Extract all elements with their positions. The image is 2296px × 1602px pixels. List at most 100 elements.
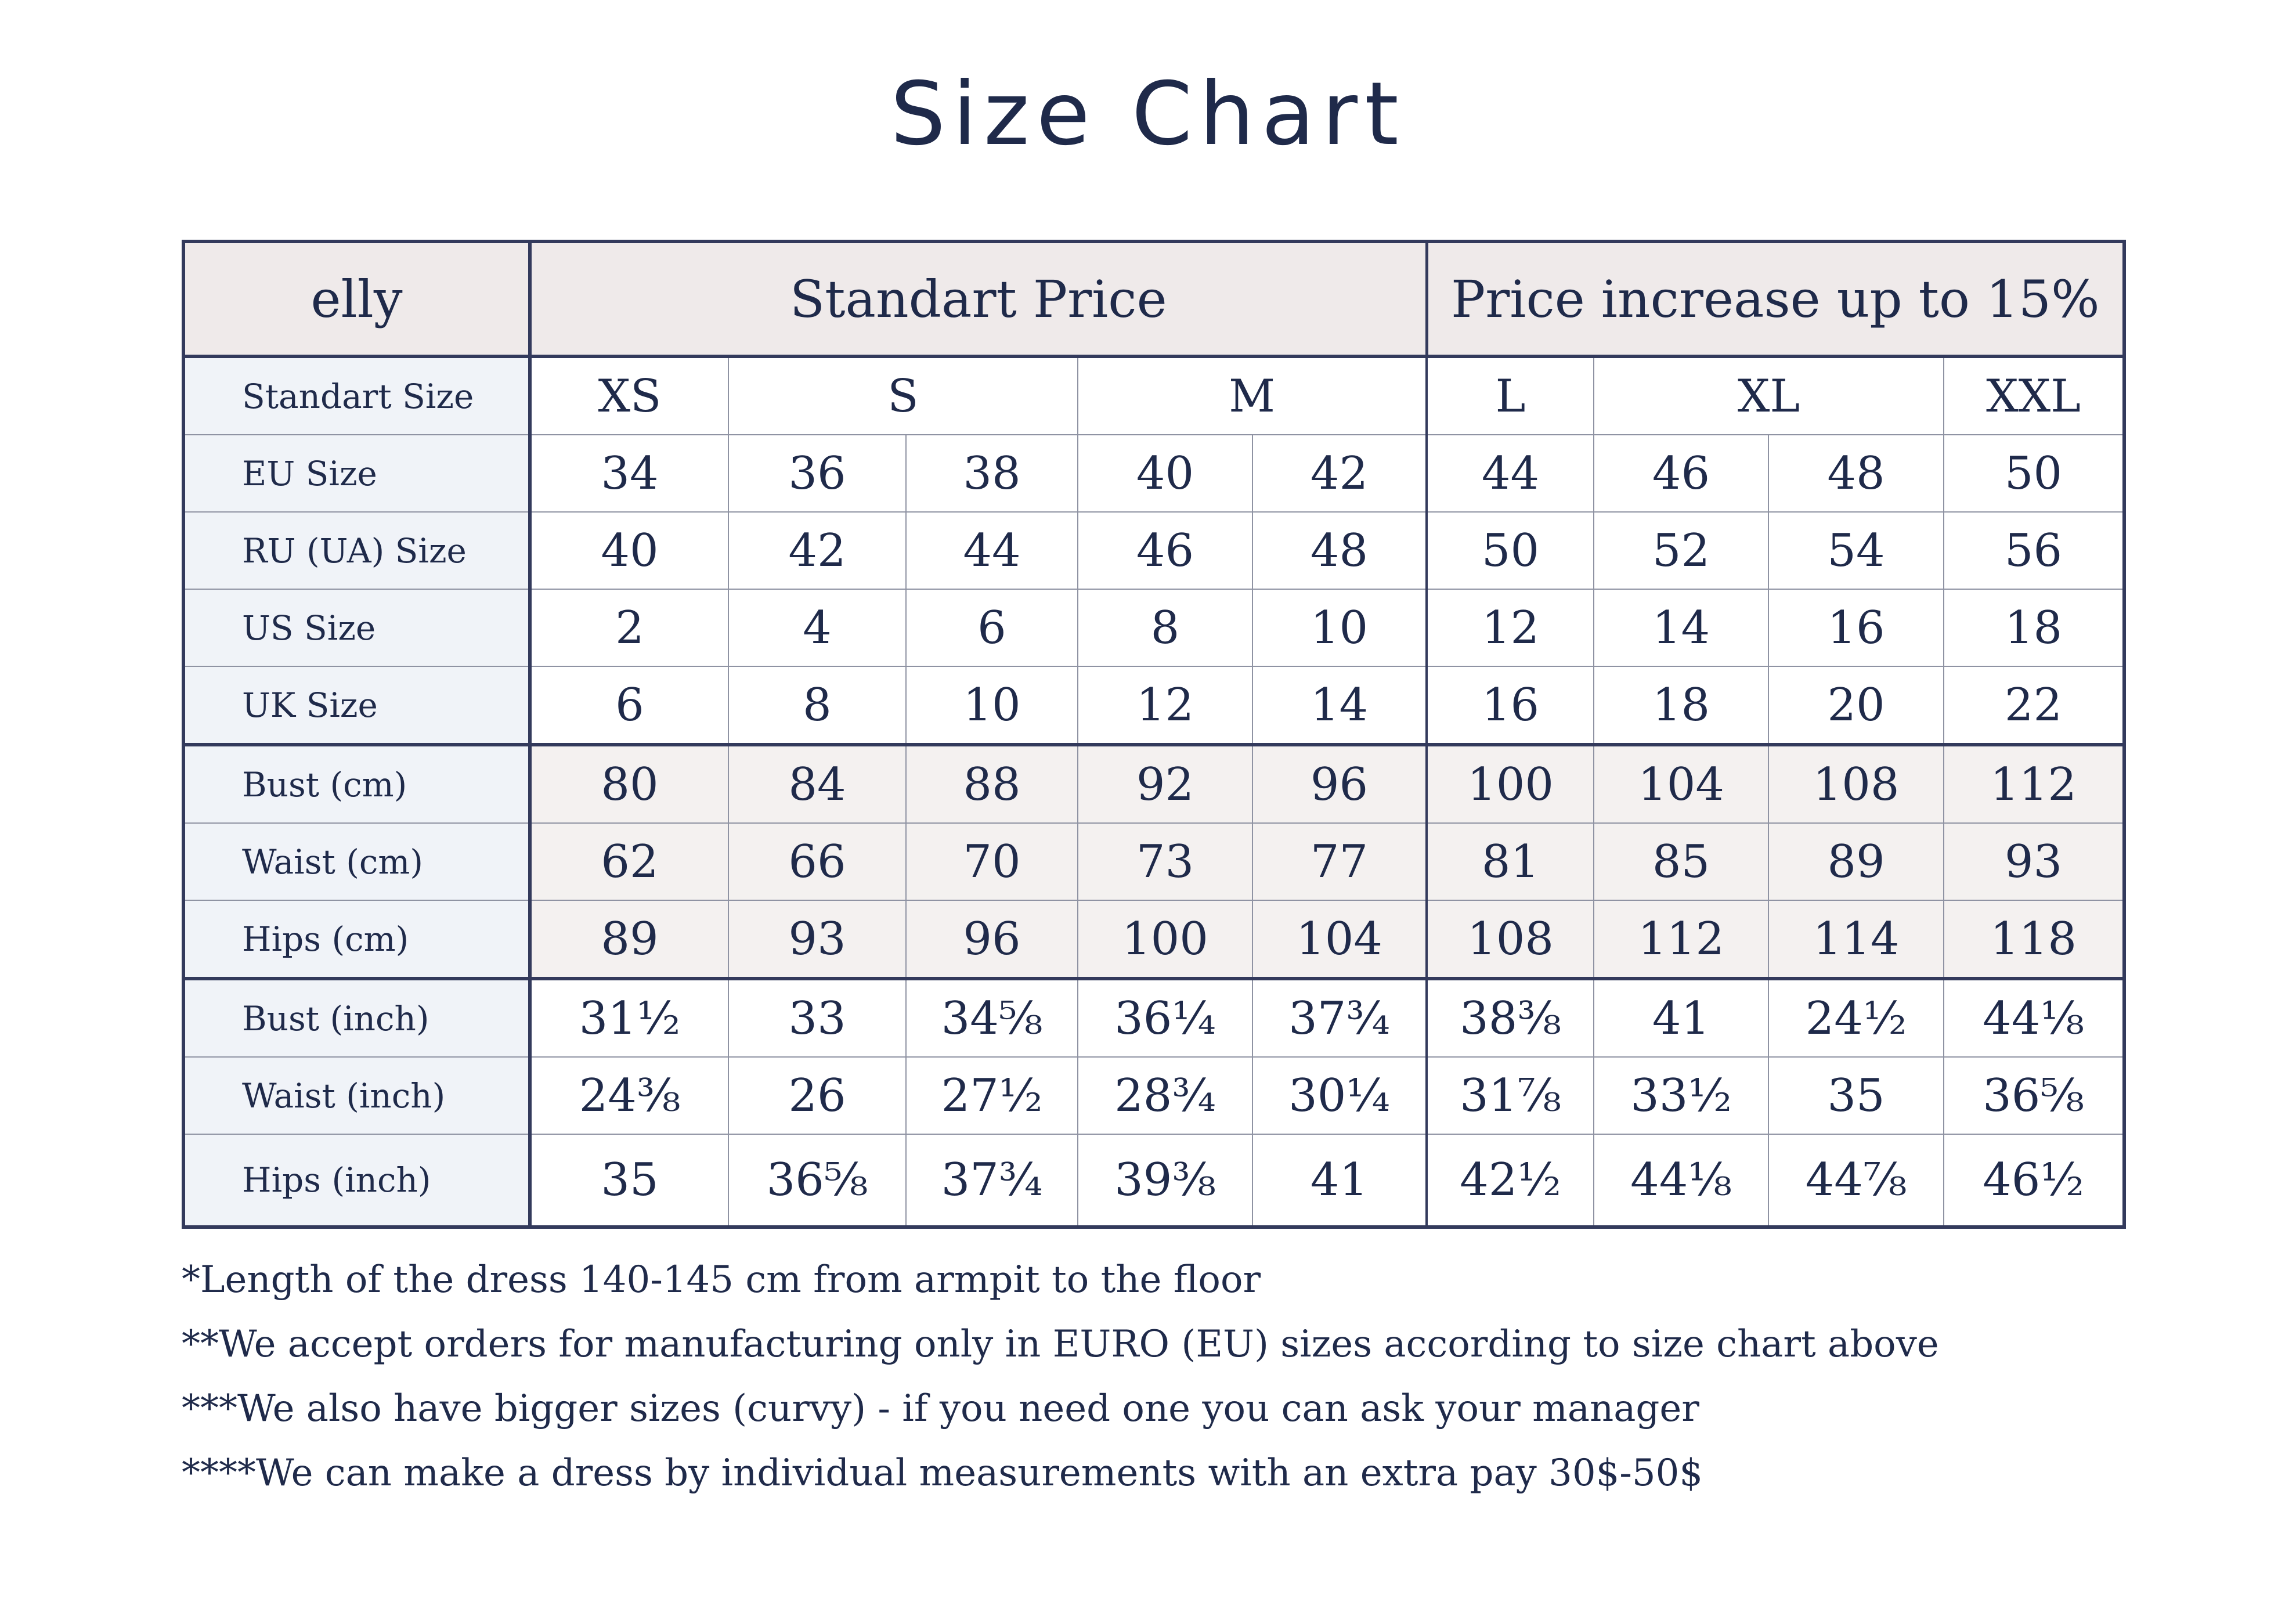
table-cell: 44⅛ <box>1943 977 2125 1058</box>
table-cell: 48 <box>1768 434 1945 513</box>
table-cell: 28¾ <box>1077 1056 1253 1135</box>
size-xxl: XXL <box>1943 356 2125 435</box>
table-cell: 10 <box>1251 589 1428 667</box>
brand-name: elly <box>183 241 532 358</box>
table-cell: 33½ <box>1593 1056 1770 1135</box>
table-cell: 50 <box>1943 434 2125 513</box>
table-cell: 84 <box>728 743 907 824</box>
table-cell: 8 <box>728 666 907 745</box>
table-cell: 42 <box>728 511 907 590</box>
table-cell: 54 <box>1768 511 1945 590</box>
table-cell: 46 <box>1593 434 1770 513</box>
table-cell: 62 <box>529 822 729 901</box>
table-cell: 16 <box>1426 666 1595 745</box>
table-cell: 108 <box>1768 743 1945 824</box>
table-cell: 34 <box>529 434 729 513</box>
row-label: Hips (inch) <box>183 1134 532 1228</box>
table-row: Waist (inch) 24⅜ 26 27½ 28¾ 30¼ 31⅞ 33½ 35 36⅝ <box>183 1056 2125 1135</box>
row-label: Hips (cm) <box>183 900 532 979</box>
table-row: Bust (cm) 80 84 88 92 96 100 104 108 112 <box>183 743 2125 824</box>
table-cell: 18 <box>1593 666 1770 745</box>
table-cell: 100 <box>1077 900 1253 979</box>
page-title: Size Chart <box>890 64 1406 165</box>
row-label: EU Size <box>183 434 532 513</box>
table-cell: 48 <box>1251 511 1428 590</box>
table-cell: 93 <box>728 900 907 979</box>
table-cell: 39⅜ <box>1077 1134 1253 1228</box>
table-cell: 112 <box>1593 900 1770 979</box>
table-cell: 89 <box>1768 822 1945 901</box>
row-label: Bust (inch) <box>183 977 532 1058</box>
table-cell: 33 <box>728 977 907 1058</box>
table-cell: 40 <box>1077 434 1253 513</box>
table-cell: 44⅛ <box>1593 1134 1770 1228</box>
table-cell: 70 <box>905 822 1078 901</box>
table-cell: 77 <box>1251 822 1428 901</box>
table-cell: 52 <box>1593 511 1770 590</box>
table-cell: 44⅞ <box>1768 1134 1945 1228</box>
row-label: Waist (cm) <box>183 822 532 901</box>
group-price-increase: Price increase up to 15% <box>1426 241 2125 358</box>
table-cell: 38 <box>905 434 1078 513</box>
table-cell: 89 <box>529 900 729 979</box>
table-cell: 42½ <box>1426 1134 1595 1228</box>
table-cell: 80 <box>529 743 729 824</box>
table-cell: 66 <box>728 822 907 901</box>
table-cell: 27½ <box>905 1056 1078 1135</box>
size-xl: XL <box>1593 356 1945 435</box>
row-label: UK Size <box>183 666 532 745</box>
table-cell: 35 <box>529 1134 729 1228</box>
table-cell: 10 <box>905 666 1078 745</box>
table-cell: 36⅝ <box>728 1134 907 1228</box>
table-cell: 104 <box>1251 900 1428 979</box>
notes: *Length of the dress 140-145 cm from arm… <box>182 1248 1939 1506</box>
note: ***We also have bigger sizes (curvy) - i… <box>182 1387 1699 1430</box>
table-row: US Size 2 4 6 8 10 12 14 16 18 <box>183 589 2125 667</box>
table-cell: 26 <box>728 1056 907 1135</box>
row-label: Waist (inch) <box>183 1056 532 1135</box>
table-cell: 92 <box>1077 743 1253 824</box>
table-cell: 36 <box>728 434 907 513</box>
table-row: Waist (cm) 62 66 70 73 77 81 85 89 93 <box>183 822 2125 901</box>
row-label: US Size <box>183 589 532 667</box>
table-cell: 37¾ <box>905 1134 1078 1228</box>
table-cell: 34⅝ <box>905 977 1078 1058</box>
row-label: Standart Size <box>183 356 532 435</box>
table-cell: 2 <box>529 589 729 667</box>
table-cell: 22 <box>1943 666 2125 745</box>
table-row: RU (UA) Size 40 42 44 46 48 50 52 54 56 <box>183 511 2125 590</box>
note: **We accept orders for manufacturing onl… <box>182 1323 1939 1366</box>
table-cell: 85 <box>1593 822 1770 901</box>
table-cell: 16 <box>1768 589 1945 667</box>
table-cell: 24⅜ <box>529 1056 729 1135</box>
table-cell: 14 <box>1593 589 1770 667</box>
note: *Length of the dress 140-145 cm from arm… <box>182 1258 1261 1301</box>
standard-size-row: Standart Size XS S M L XL XXL <box>183 356 2125 435</box>
table-cell: 41 <box>1251 1134 1428 1228</box>
table-cell: 104 <box>1593 743 1770 824</box>
table-cell: 24½ <box>1768 977 1945 1058</box>
table-cell: 41 <box>1593 977 1770 1058</box>
table-row: Bust (inch) 31½ 33 34⅝ 36¼ 37¾ 38⅜ 41 24½ 44⅛ <box>183 977 2125 1058</box>
table-row: Hips (inch) 35 36⅝ 37¾ 39⅜ 41 42½ 44⅛ 44⅞ 46½ <box>183 1134 2125 1228</box>
size-l: L <box>1426 356 1595 435</box>
table-cell: 36¼ <box>1077 977 1253 1058</box>
table-cell: 42 <box>1251 434 1428 513</box>
table-row: EU Size 34 36 38 40 42 44 46 48 50 <box>183 434 2125 513</box>
table-cell: 18 <box>1943 589 2125 667</box>
table-cell: 36⅝ <box>1943 1056 2125 1135</box>
table-cell: 56 <box>1943 511 2125 590</box>
table-cell: 6 <box>529 666 729 745</box>
table-cell: 35 <box>1768 1056 1945 1135</box>
row-label: RU (UA) Size <box>183 511 532 590</box>
table-cell: 20 <box>1768 666 1945 745</box>
table-cell: 96 <box>1251 743 1428 824</box>
table-cell: 12 <box>1426 589 1595 667</box>
table-cell: 6 <box>905 589 1078 667</box>
table-cell: 73 <box>1077 822 1253 901</box>
table-cell: 118 <box>1943 900 2125 979</box>
table-cell: 46 <box>1077 511 1253 590</box>
group-standard-price: Standart Price <box>529 241 1428 358</box>
size-m: M <box>1077 356 1428 435</box>
table-cell: 31½ <box>529 977 729 1058</box>
